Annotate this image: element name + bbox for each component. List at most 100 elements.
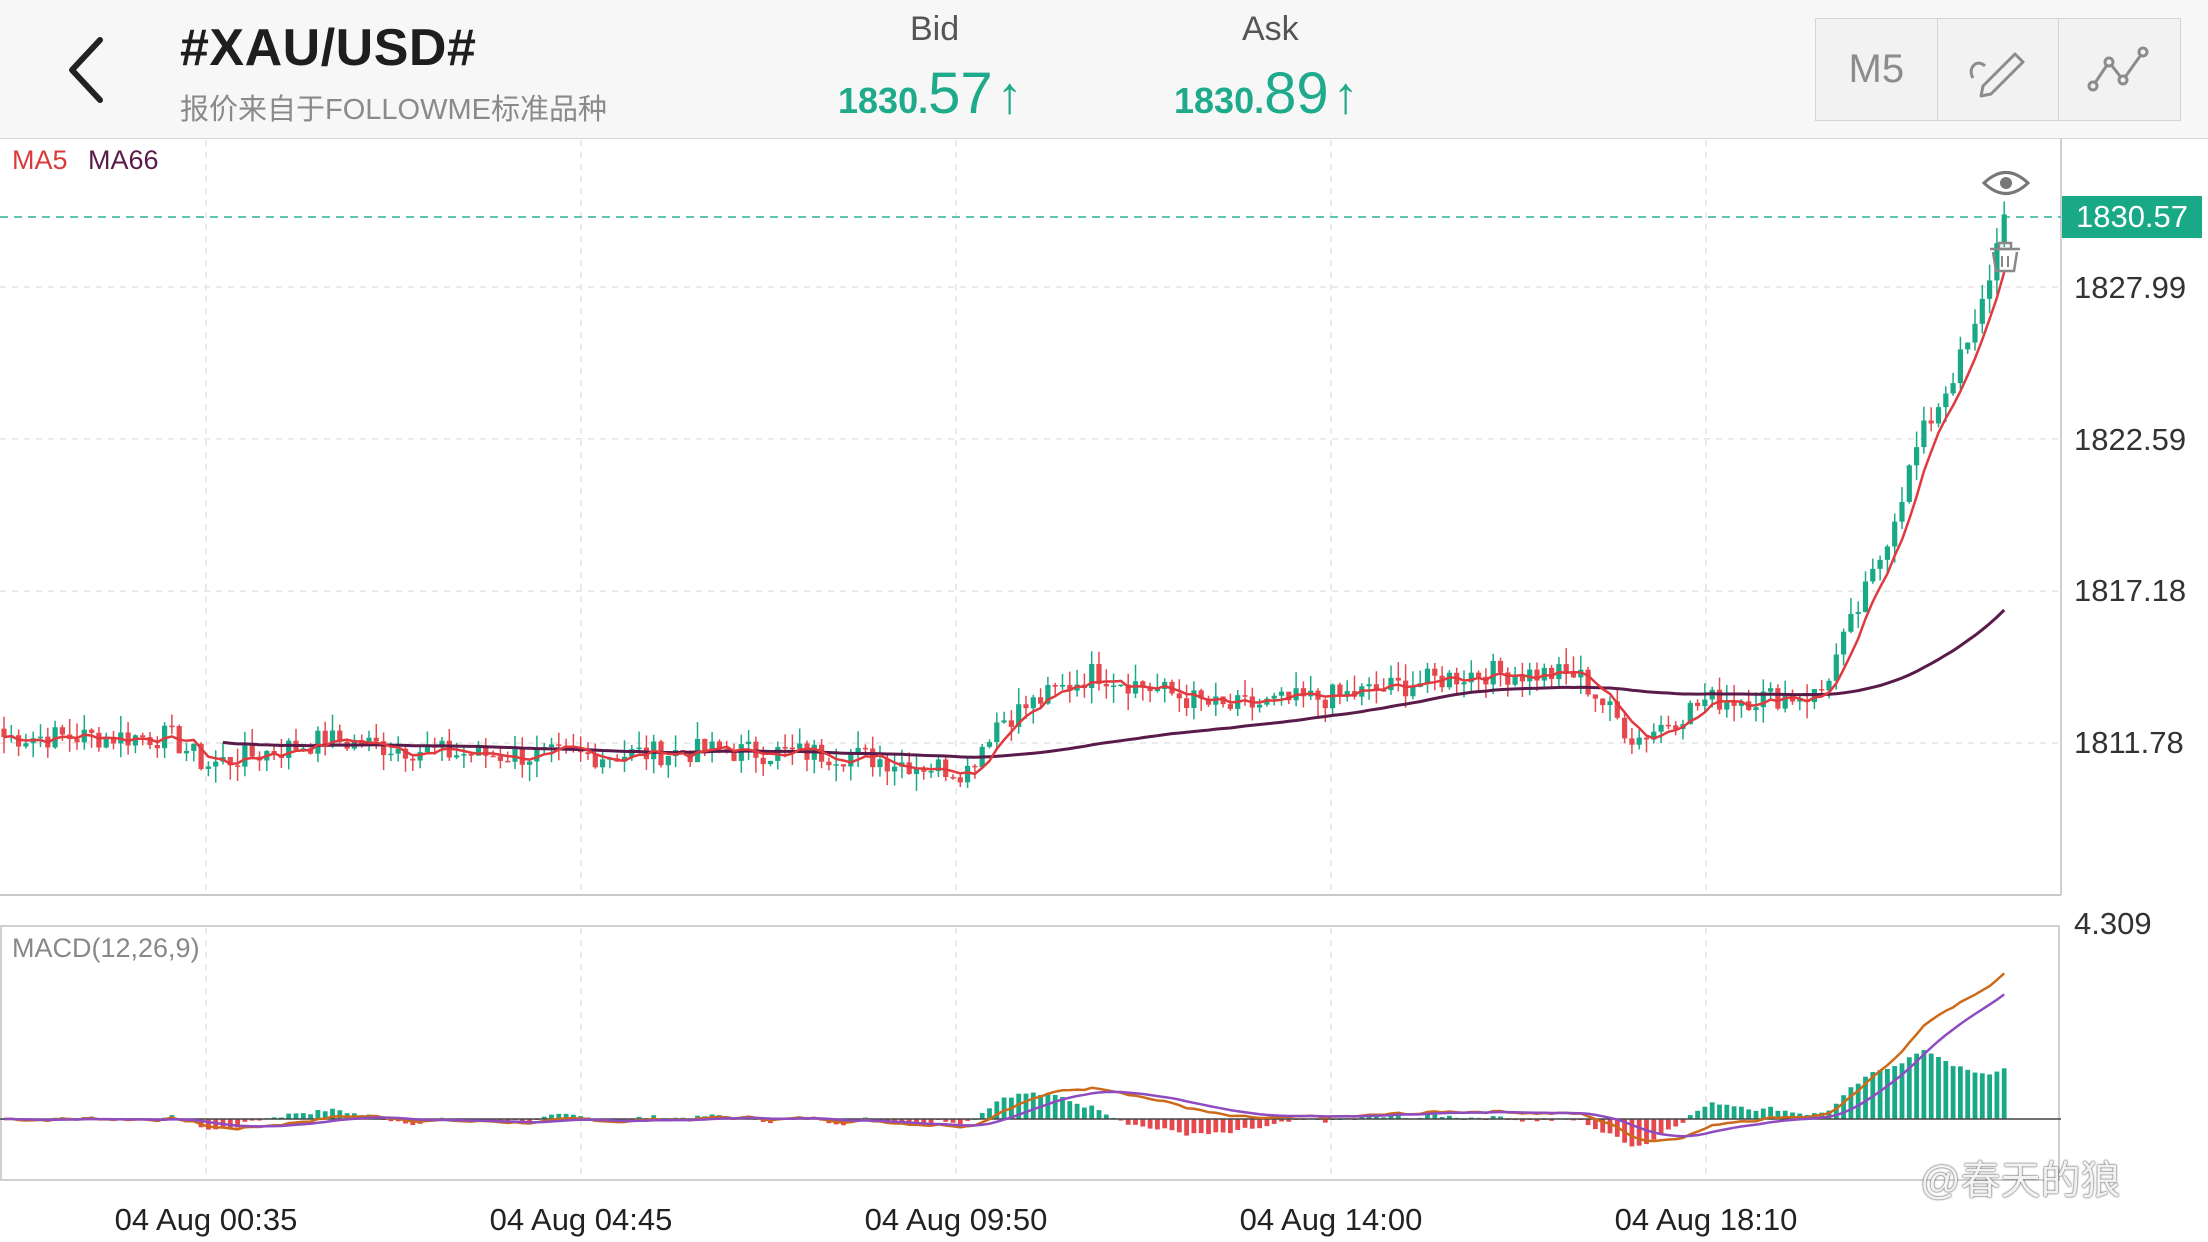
back-arrow-icon[interactable] — [60, 30, 120, 110]
candle-body — [1410, 686, 1416, 697]
macd-histogram-bar — [1103, 1114, 1109, 1119]
macd-histogram-bar — [1191, 1119, 1197, 1134]
macd-histogram-bar — [1629, 1119, 1635, 1147]
candle-body — [191, 743, 197, 751]
eye-icon[interactable] — [1981, 171, 2031, 195]
candle-body — [1731, 701, 1737, 706]
macd-histogram-bar — [1030, 1092, 1036, 1119]
candle-body — [1067, 684, 1073, 691]
candle-body — [1476, 672, 1482, 677]
candle-body — [1848, 613, 1854, 632]
candle-body — [300, 748, 306, 750]
macd-histogram-bar — [1381, 1117, 1387, 1119]
macd-pane-border — [0, 925, 2060, 1181]
macd-line — [3, 972, 2006, 1143]
time-axis-label: 04 Aug 18:10 — [1614, 1202, 1798, 1237]
candle-body — [1673, 725, 1679, 729]
time-axis-label: 04 Aug 04:45 — [489, 1202, 673, 1237]
candle-body — [1045, 684, 1051, 704]
candle-body — [213, 761, 219, 767]
candle-body — [1059, 684, 1066, 687]
candle-body — [1527, 669, 1533, 682]
macd-histogram-bar — [1987, 1074, 1992, 1119]
candle-body — [1760, 691, 1766, 708]
candle-body — [23, 743, 29, 747]
macd-histogram-bar — [1958, 1066, 1963, 1119]
macd-histogram-bar — [1235, 1119, 1241, 1130]
macd-histogram-bar — [636, 1116, 642, 1119]
candle-body — [96, 732, 102, 748]
candle-body — [490, 755, 496, 758]
macd-histogram-bar — [1717, 1104, 1722, 1119]
price-axis-label: 1822.59 — [2074, 422, 2187, 457]
macd-histogram-bar — [271, 1117, 277, 1119]
candle-body — [746, 741, 752, 745]
candle-body — [1468, 672, 1474, 683]
candle-body — [1629, 738, 1635, 745]
macd-histogram-bar — [519, 1119, 525, 1122]
timeframe-button[interactable]: M5 — [1816, 19, 1938, 120]
candle-body — [1052, 684, 1058, 687]
candle-body — [1753, 707, 1759, 710]
macd-histogram-bar — [1906, 1057, 1912, 1119]
candle-body — [1038, 697, 1044, 704]
candle-body — [1943, 393, 1949, 408]
macd-histogram-bar — [1739, 1106, 1744, 1119]
candle-body — [1702, 699, 1708, 707]
candle-body — [417, 752, 423, 761]
macd-legend: MACD(12,26,9) — [12, 933, 200, 963]
draw-pen-icon[interactable] — [1938, 19, 2060, 120]
macd-histogram-bar — [1074, 1103, 1080, 1119]
macd-histogram-bar — [242, 1119, 248, 1122]
candle-body — [972, 765, 978, 768]
macd-histogram-bar — [1425, 1114, 1430, 1119]
macd-histogram-bar — [1366, 1116, 1372, 1119]
macd-histogram-bar — [1593, 1119, 1598, 1130]
candle-body — [1198, 690, 1204, 699]
macd-histogram-bar — [1943, 1061, 1949, 1119]
candle-body — [592, 754, 598, 768]
macd-histogram-bar — [1198, 1119, 1204, 1134]
candle-body — [877, 759, 883, 768]
candle-body — [1490, 660, 1496, 685]
candle-body — [1227, 704, 1233, 709]
candle-body — [1125, 684, 1131, 694]
macd-histogram-bar — [1395, 1114, 1401, 1119]
ma66-line — [222, 608, 2006, 759]
candle-body — [1140, 681, 1146, 688]
candle-body — [833, 764, 839, 766]
ask-price-int: 1830. — [1174, 80, 1265, 121]
ask-price: 1830.89↑ — [1174, 60, 1359, 127]
candle-body — [892, 766, 898, 772]
macd-histogram-bar — [914, 1119, 919, 1124]
indicator-line-icon[interactable] — [2059, 19, 2180, 120]
candle-body — [37, 736, 44, 739]
macd-histogram-bar — [1045, 1093, 1051, 1119]
candle-body — [505, 760, 511, 763]
macd-histogram-bar — [1498, 1116, 1503, 1119]
macd-histogram-bar — [921, 1119, 927, 1124]
candle-body — [519, 749, 525, 765]
macd-histogram-bar — [286, 1113, 292, 1119]
macd-histogram-bar — [1994, 1071, 2000, 1119]
macd-histogram-bar — [1534, 1119, 1540, 1122]
macd-histogram-bar — [1257, 1119, 1262, 1129]
candle-body — [1716, 689, 1723, 710]
candle-body — [1147, 687, 1153, 692]
macd-histogram-bar — [1673, 1119, 1679, 1127]
macd-histogram-bar — [1520, 1119, 1525, 1122]
candle-body — [249, 744, 255, 757]
macd-histogram-bar — [1928, 1053, 1934, 1119]
macd-histogram-bar — [300, 1113, 306, 1119]
ma5-line — [3, 271, 2006, 776]
candle-body — [1819, 688, 1825, 691]
time-axis-label: 04 Aug 14:00 — [1239, 1202, 1423, 1237]
trash-icon[interactable] — [1990, 241, 2020, 273]
macd-histogram-bar — [1052, 1094, 1058, 1119]
candle-body — [125, 732, 131, 746]
macd-histogram-bar — [1695, 1110, 1700, 1119]
grid-lines — [0, 140, 2061, 1178]
macd-histogram-bar — [1432, 1114, 1438, 1119]
macd-histogram-bar — [337, 1110, 343, 1119]
